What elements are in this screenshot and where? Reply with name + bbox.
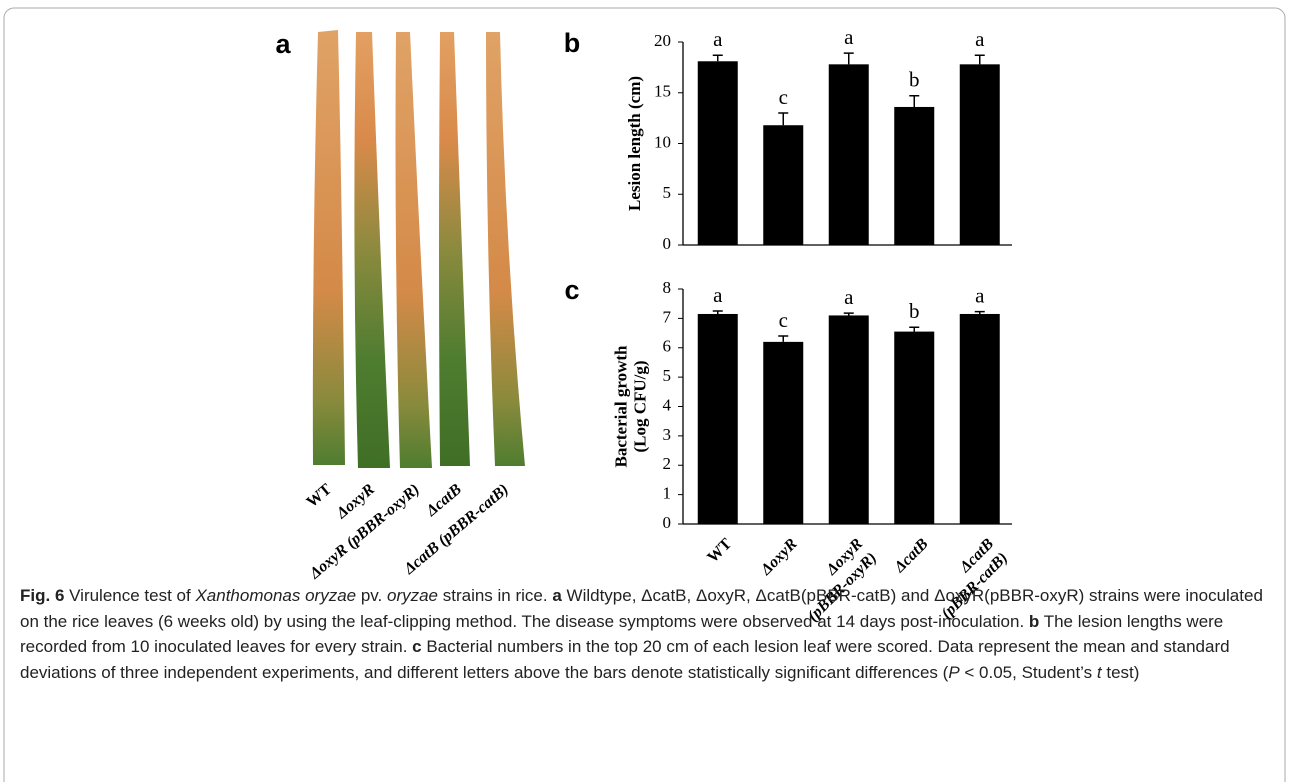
bar (828, 315, 869, 524)
y-tick-label: 4 (663, 395, 672, 414)
x-tick-label: ΔoxyR (757, 535, 801, 579)
significance-letter: a (713, 27, 723, 51)
caption-text: Virulence test of (64, 586, 196, 605)
caption-text: Fig. 6 (20, 586, 65, 605)
significance-letter: a (975, 27, 985, 51)
significance-letter: a (844, 25, 854, 49)
error-bar (778, 112, 789, 126)
error-bar (778, 335, 789, 342)
error-bar (843, 52, 854, 65)
y-tick-label: 5 (663, 366, 672, 385)
x-tick-label: WT (704, 535, 735, 566)
y-tick-label: 2 (663, 454, 672, 473)
panel-label: b (564, 28, 581, 58)
bar (959, 313, 1000, 524)
x-tick-label: ΔcatB (890, 535, 931, 576)
y-tick-label: 1 (663, 484, 672, 503)
significance-letter: a (713, 283, 723, 307)
y-tick-label: 3 (663, 425, 672, 444)
bar (959, 64, 1000, 245)
panel-label: c (564, 275, 579, 305)
y-tick-label: 6 (663, 337, 672, 356)
caption-text: c (412, 637, 422, 656)
bar (697, 61, 738, 245)
caption: Fig. 6 Virulence test of Xanthomonas ory… (20, 583, 1270, 685)
caption-text: Wildtype, ΔcatB, ΔoxyR, ΔcatB(pBBR-catB)… (20, 586, 1263, 631)
bar (828, 64, 869, 245)
leaf-photo (312, 30, 525, 468)
y-axis-label: Bacterial growth (611, 345, 630, 468)
caption-text: strains in rice. (438, 586, 553, 605)
panel-label: a (275, 29, 291, 59)
significance-letter: b (909, 68, 920, 92)
error-bar (843, 312, 854, 316)
significance-letter: c (779, 308, 788, 332)
caption-text: P (948, 662, 960, 682)
error-bar (974, 310, 985, 314)
bar (763, 125, 804, 245)
caption-text: t (1096, 662, 1102, 682)
error-bar (712, 310, 723, 314)
caption-text: Bacterial numbers in the top 20 cm of ea… (20, 637, 1230, 682)
error-bar (909, 326, 920, 332)
y-axis-label: (Log CFU/g) (630, 360, 649, 452)
caption-text: The lesion lengths were recorded from 10… (20, 611, 1224, 657)
y-tick-label: 7 (663, 307, 672, 326)
caption-text: test) (1101, 662, 1140, 682)
error-bar (974, 54, 985, 65)
strain-label: WT (304, 481, 336, 511)
strain-label: ΔcatB (422, 481, 465, 521)
caption-text: oryzae (386, 586, 439, 605)
y-tick-label: 0 (663, 513, 672, 532)
bar (894, 106, 935, 246)
y-tick-label: 15 (654, 82, 671, 101)
bar (697, 313, 738, 524)
significance-letter: c (779, 85, 788, 109)
error-bar (712, 54, 723, 62)
y-tick-label: 20 (654, 31, 671, 50)
y-tick-label: 5 (663, 183, 672, 202)
caption-text: a (552, 586, 562, 605)
y-axis-label: Lesion length (cm) (625, 76, 644, 211)
caption-text: pv. (356, 586, 387, 605)
y-tick-label: 8 (663, 278, 672, 297)
y-tick-label: 10 (654, 132, 671, 151)
caption-text: < 0.05, Student’s (959, 662, 1097, 682)
significance-letter: b (909, 299, 920, 323)
bar (894, 331, 935, 524)
caption-text: Xanthomonas oryzae (195, 586, 357, 605)
significance-letter: a (975, 283, 985, 307)
caption-text: b (1028, 611, 1040, 631)
significance-letter: a (844, 285, 854, 309)
figure-border (3, 7, 1286, 782)
y-tick-label: 0 (663, 234, 672, 253)
bar (763, 341, 804, 524)
error-bar (909, 95, 920, 107)
